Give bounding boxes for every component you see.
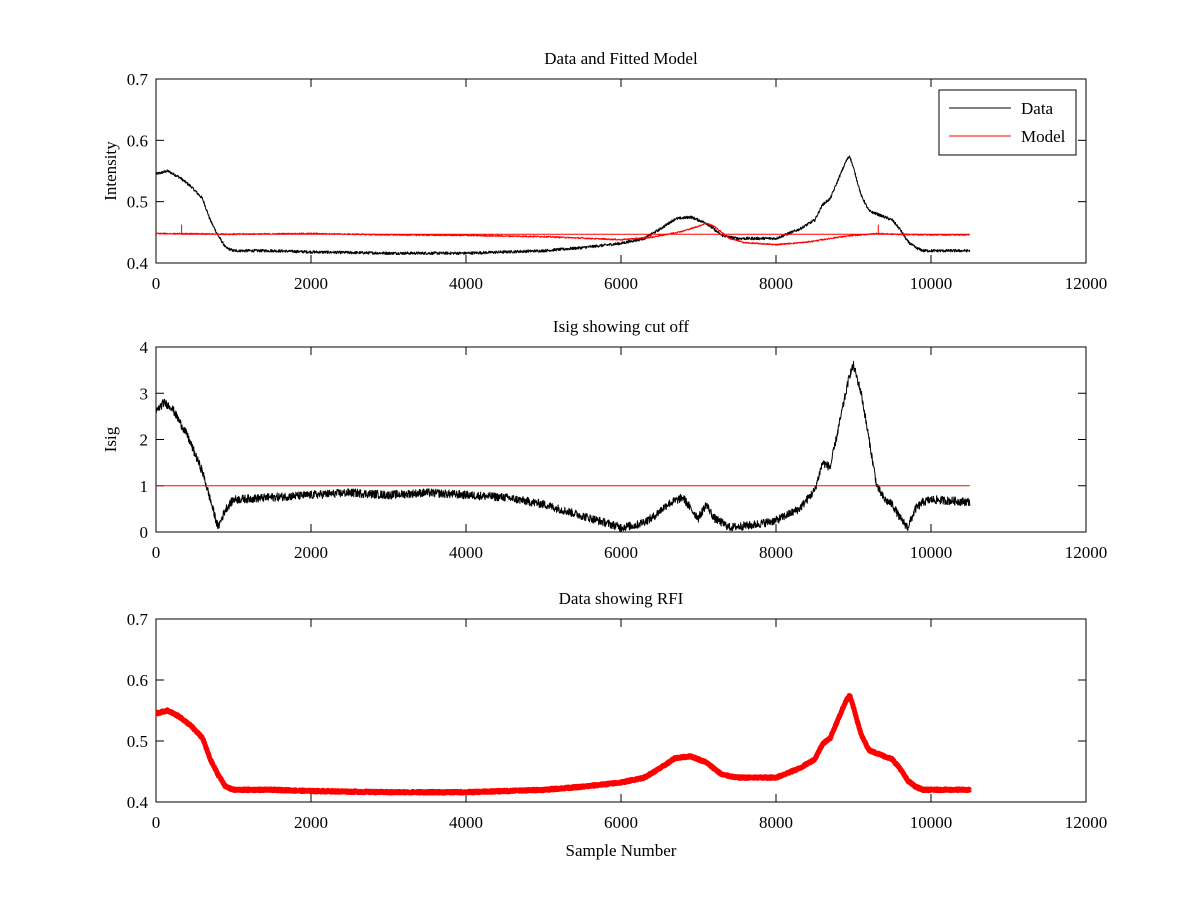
plot-area (155, 78, 1087, 264)
legend-label: Data (1021, 99, 1054, 118)
x-tick-label: 10000 (910, 543, 953, 562)
x-tick-label: 0 (152, 543, 161, 562)
x-tick-label: 2000 (294, 543, 328, 562)
y-tick-label: 0.5 (127, 732, 148, 751)
x-tick-label: 4000 (449, 274, 483, 293)
x-tick-label: 8000 (759, 813, 793, 832)
x-tick-label: 12000 (1065, 543, 1108, 562)
y-tick-label: 0.7 (127, 610, 149, 629)
y-axis-label: Intensity (101, 141, 120, 201)
series-line-data (156, 155, 971, 256)
x-tick-label: 4000 (449, 813, 483, 832)
y-tick-label: 0.6 (127, 671, 148, 690)
legend: Data Model (938, 89, 1077, 156)
chart-panel-1: 0 2000 4000 6000 8000 10000 12000 0.4 0.5 0.6 0.7 D… (101, 49, 1107, 293)
x-axis-label: Sample Number (566, 841, 677, 860)
x-tick-label: 2000 (294, 813, 328, 832)
chart-title: Data showing RFI (559, 589, 684, 608)
x-tick-label: 4000 (449, 543, 483, 562)
x-tick-label: 0 (152, 274, 161, 293)
plot-area (155, 618, 1087, 803)
x-tick-label: 6000 (604, 543, 638, 562)
y-tick-label: 3 (140, 384, 149, 403)
chart-panel-3: 0 2000 4000 6000 8000 10000 12000 0.4 0.5 0.6 0.7 D… (127, 589, 1108, 860)
x-tick-label: 10000 (910, 813, 953, 832)
y-tick-label: 0.4 (127, 793, 149, 812)
x-tick-label: 6000 (604, 274, 638, 293)
y-tick-label: 0.4 (127, 254, 149, 273)
x-tick-label: 12000 (1065, 813, 1108, 832)
x-tick-label: 8000 (759, 543, 793, 562)
x-tick-label: 6000 (604, 813, 638, 832)
y-tick-label: 0.5 (127, 193, 148, 212)
y-axis-label: Isig (101, 426, 120, 452)
x-tick-label: 10000 (910, 274, 953, 293)
chart-panel-2: 0 2000 4000 6000 8000 10000 12000 0 1 2 3 4 Isig sho… (101, 317, 1107, 562)
chart-title: Data and Fitted Model (544, 49, 698, 68)
series-line (156, 693, 972, 796)
y-tick-label: 0 (140, 523, 149, 542)
legend-box (938, 89, 1077, 156)
x-tick-label: 2000 (294, 274, 328, 293)
y-tick-label: 4 (140, 338, 149, 357)
legend-label: Model (1021, 127, 1066, 146)
x-tick-label: 12000 (1065, 274, 1108, 293)
series-line (156, 360, 971, 532)
x-tick-label: 8000 (759, 274, 793, 293)
y-tick-label: 2 (140, 431, 149, 450)
y-tick-label: 1 (140, 477, 149, 496)
series-line-model (156, 222, 971, 246)
x-tick-label: 0 (152, 813, 161, 832)
y-tick-label: 0.7 (127, 70, 149, 89)
chart-title: Isig showing cut off (553, 317, 689, 336)
y-tick-label: 0.6 (127, 131, 148, 150)
